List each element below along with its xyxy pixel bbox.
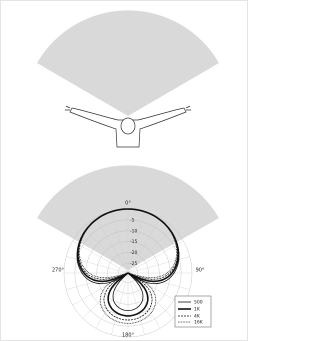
ring-label: -20 (130, 250, 137, 256)
angle-label: 90° (196, 268, 205, 274)
ring-label: -15 (130, 239, 137, 245)
angle-label: 270° (52, 268, 65, 274)
ring-label: -5 (130, 217, 135, 223)
angle-label: 0° (125, 201, 131, 207)
ring-label: -10 (130, 228, 137, 234)
page: -5 -10 -15 -20 -25 0° 90° 180° 270° 500 1K 4… (0, 0, 248, 341)
legend-label: 500 (194, 300, 203, 306)
legend: 500 1K 4K 16K (175, 296, 211, 327)
polar-plot: -5 -10 -15 -20 -25 (64, 209, 192, 337)
ring-label: -25 (130, 261, 137, 267)
legend-label: 16K (194, 320, 204, 326)
angle-label: 180° (122, 333, 135, 339)
